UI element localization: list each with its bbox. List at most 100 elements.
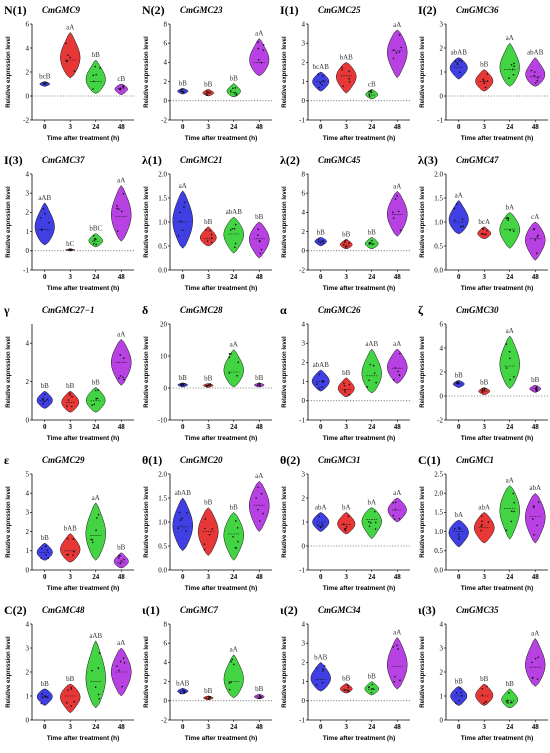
y-tick-label: 5 bbox=[26, 470, 30, 478]
significance-letter: bB bbox=[480, 61, 489, 69]
sample-dot bbox=[122, 86, 125, 88]
sample-dot bbox=[99, 67, 101, 69]
sample-dot bbox=[531, 661, 533, 664]
sample-dot bbox=[229, 90, 232, 92]
y-axis-label: Relative expression level bbox=[144, 636, 150, 708]
violin-panel: ι(2) CmGMC34 Relative expression level -1 0 1… bbox=[280, 603, 410, 742]
sample-dot bbox=[319, 241, 321, 244]
y-axis-label: Relative expression level bbox=[420, 486, 426, 558]
significance-letter: aA bbox=[255, 472, 263, 480]
significance-letter: aA bbox=[255, 29, 263, 37]
x-axis-label: Time after treatment (h) bbox=[47, 735, 119, 742]
violin-panel: θ(2) CmGMC31 Relative expression level -1 0 1… bbox=[280, 453, 410, 592]
y-axis-label: Relative expression level bbox=[282, 186, 288, 258]
x-tick-label: 24 bbox=[230, 273, 238, 281]
x-axis-label: Time after treatment (h) bbox=[185, 285, 257, 292]
y-tick-label: 0 bbox=[302, 97, 306, 105]
sample-dot bbox=[535, 388, 538, 391]
sample-dot bbox=[229, 229, 232, 231]
sample-dot bbox=[69, 392, 71, 395]
sample-dot bbox=[482, 80, 485, 82]
y-tick-label: 2 bbox=[440, 668, 444, 676]
sample-dot bbox=[233, 92, 236, 94]
sample-dot bbox=[536, 524, 539, 527]
x-tick-label: 0 bbox=[457, 573, 461, 581]
sample-dot bbox=[486, 80, 489, 82]
sample-dot bbox=[42, 397, 44, 400]
y-tick-label: 0 bbox=[302, 397, 306, 405]
sample-dot bbox=[480, 515, 483, 517]
panel-label: θ(1) bbox=[142, 453, 162, 467]
sample-dot bbox=[456, 63, 459, 66]
sample-dot bbox=[228, 372, 231, 374]
significance-letter: bB bbox=[255, 685, 264, 693]
y-axis-label: Relative expression level bbox=[144, 336, 150, 408]
y-tick-label: -1 bbox=[299, 416, 305, 424]
sample-dot bbox=[537, 234, 539, 237]
violin-shape bbox=[226, 83, 241, 98]
significance-letter: aA bbox=[393, 21, 401, 29]
sample-dot bbox=[207, 695, 210, 698]
x-tick-label: 3 bbox=[69, 123, 73, 131]
violin-shape bbox=[60, 31, 81, 79]
sample-dot bbox=[348, 77, 351, 80]
violin-shape bbox=[111, 185, 132, 242]
violin-shape bbox=[311, 369, 330, 392]
significance-letter: bB bbox=[506, 680, 515, 688]
sample-dot bbox=[510, 510, 513, 513]
sample-dot bbox=[95, 243, 97, 246]
significance-letter: bB bbox=[117, 544, 126, 552]
x-axis-label: Time after treatment (h) bbox=[323, 585, 395, 592]
sample-dot bbox=[537, 501, 540, 504]
sample-dot bbox=[121, 685, 124, 688]
sample-dot bbox=[93, 239, 95, 241]
sample-dot bbox=[508, 357, 511, 360]
y-tick-label: 4 bbox=[440, 344, 444, 352]
y-tick-label: 3 bbox=[26, 190, 30, 198]
sample-dot bbox=[316, 383, 318, 385]
sample-dot bbox=[236, 526, 239, 529]
sample-dot bbox=[344, 239, 347, 242]
x-tick-label: 0 bbox=[319, 573, 323, 581]
sample-dot bbox=[96, 397, 99, 400]
sample-dot bbox=[67, 54, 69, 56]
y-tick-label: 0 bbox=[26, 566, 30, 574]
y-tick-label: 2.0 bbox=[158, 170, 167, 178]
sample-dot bbox=[342, 243, 345, 246]
y-tick-label: 1.5 bbox=[158, 494, 167, 502]
x-tick-label: 3 bbox=[345, 723, 349, 731]
sample-dot bbox=[116, 230, 119, 232]
sample-dot bbox=[211, 528, 213, 530]
x-tick-label: 24 bbox=[506, 423, 514, 431]
sample-dot bbox=[397, 648, 399, 650]
significance-letter: bAB bbox=[314, 653, 328, 661]
sample-dot bbox=[42, 402, 44, 405]
sample-dot bbox=[96, 517, 98, 519]
sample-dot bbox=[482, 233, 485, 235]
sample-dot bbox=[511, 68, 514, 71]
significance-letter: aA bbox=[117, 177, 125, 185]
gene-name: CmGMC27−1 bbox=[42, 305, 94, 315]
sample-dot bbox=[67, 399, 70, 401]
sample-dot bbox=[256, 384, 259, 387]
y-tick-label: 1.5 bbox=[434, 194, 443, 202]
x-tick-label: 3 bbox=[483, 723, 487, 731]
x-tick-label: 3 bbox=[345, 273, 349, 281]
x-tick-label: 0 bbox=[457, 273, 461, 281]
sample-dot bbox=[209, 229, 211, 232]
sample-dot bbox=[262, 44, 265, 46]
sample-dot bbox=[123, 661, 126, 664]
violin-shape bbox=[223, 654, 244, 699]
x-tick-label: 3 bbox=[69, 423, 73, 431]
sample-dot bbox=[512, 492, 515, 495]
sample-dot bbox=[343, 382, 345, 384]
sample-dot bbox=[318, 86, 320, 89]
x-tick-label: 24 bbox=[368, 723, 376, 731]
sample-dot bbox=[457, 538, 460, 541]
x-tick-label: 0 bbox=[319, 723, 323, 731]
violin-panel: λ(1) CmGMC21 Relative expression level 0.0 0… bbox=[142, 153, 272, 292]
sample-dot bbox=[204, 518, 207, 520]
sample-dot bbox=[205, 229, 207, 231]
violin-panel: I(3) CmGMC37 Relative expression level -1 0 1… bbox=[4, 153, 134, 292]
